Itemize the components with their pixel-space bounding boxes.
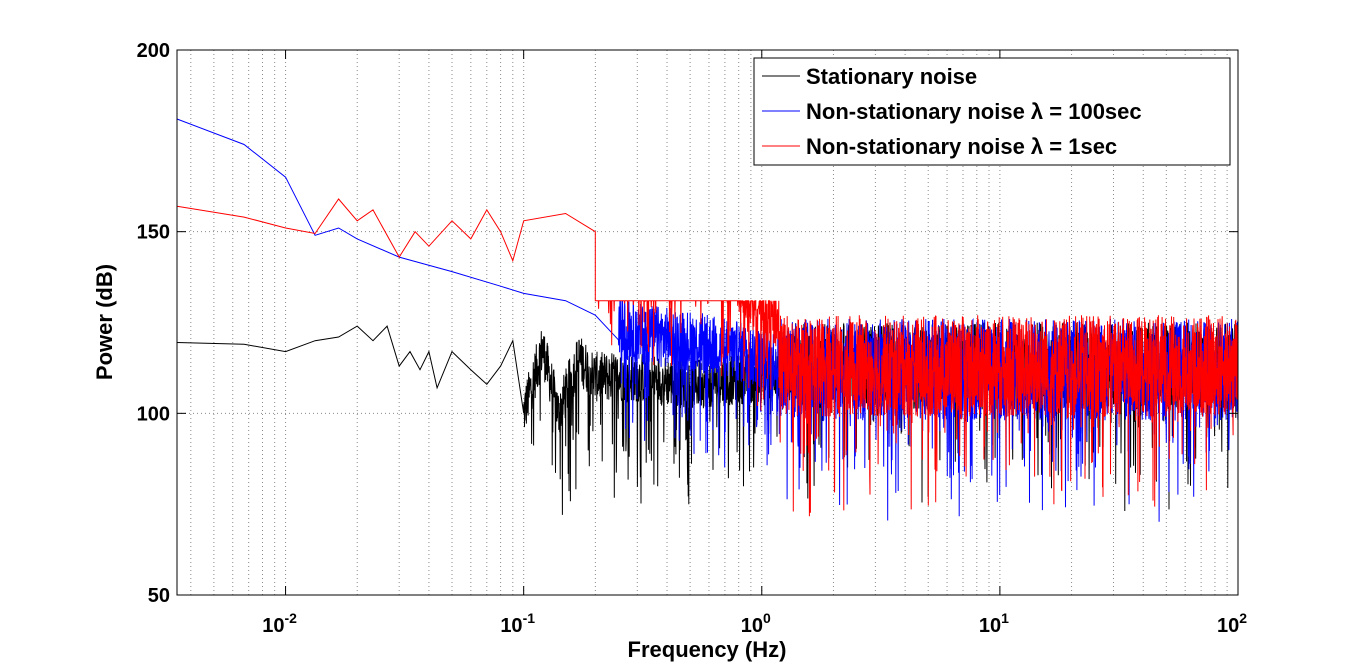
y-tick-label: 100 <box>137 403 170 425</box>
legend-box <box>753 57 1231 166</box>
legend-label-stationary: Stationary noise <box>806 64 977 89</box>
x-tick-label: 10-2 <box>262 610 297 637</box>
legend: Stationary noise Non-stationary noise λ … <box>753 57 1231 166</box>
x-tick-label: 10-1 <box>500 610 535 637</box>
x-tick-label: 102 <box>1217 610 1247 637</box>
plot-frame <box>176 49 1239 596</box>
x-tick-labels: 10-2 10-1 100 101 102 <box>262 610 1247 637</box>
y-tick-labels: 50 100 150 200 <box>137 40 170 607</box>
x-axis-title: Frequency (Hz) <box>628 637 787 662</box>
x-tick-label: 101 <box>979 610 1009 637</box>
series-line-lambda-1 <box>176 198 1239 517</box>
y-tick-label: 200 <box>137 40 170 62</box>
y-tick-label: 150 <box>137 222 170 244</box>
legend-label-lambda-100: Non-stationary noise λ = 100sec <box>806 99 1142 124</box>
legend-label-lambda-1: Non-stationary noise λ = 1sec <box>806 134 1117 159</box>
y-axis-title: Power (dB) <box>92 264 117 380</box>
series-layer <box>176 118 1239 522</box>
x-tick-label: 100 <box>741 610 771 637</box>
y-tick-label: 50 <box>148 585 170 607</box>
tick-marks <box>177 49 1239 596</box>
